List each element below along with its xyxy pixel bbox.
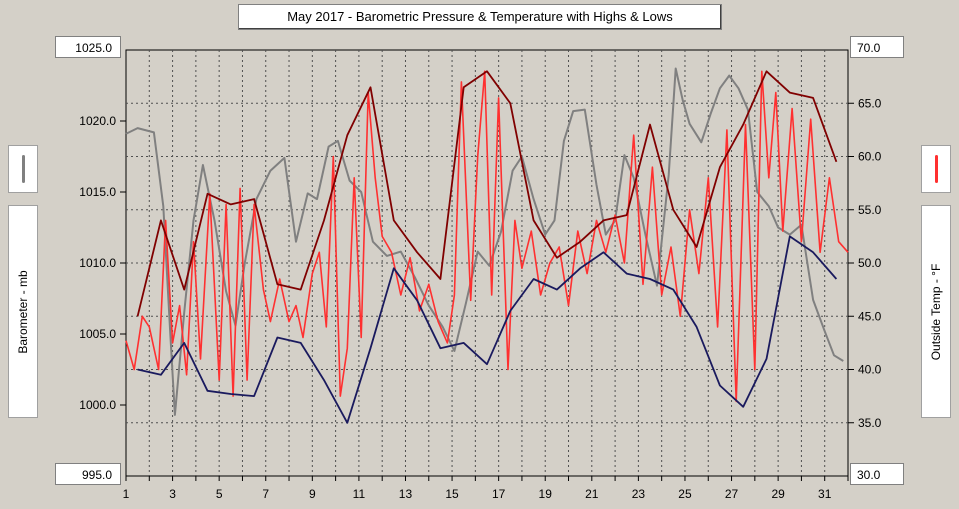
x-axis-tick-label: 1 — [123, 487, 130, 501]
right-axis-bottom-value: 30.0 — [850, 463, 904, 485]
barometer-axis-label-box: Barometer - mb — [8, 205, 38, 418]
temperature-legend-swatch — [921, 145, 951, 193]
series-lines — [125, 67, 849, 424]
left-axis-tick-label: 1020.0 — [79, 114, 116, 128]
x-axis-tick-label: 9 — [309, 487, 316, 501]
axis-ticks: 1000.0 1005.0 1010.0 1015.0 1020.0 35.0 40.0 45… — [79, 96, 881, 501]
right-axis-tick-label: 55.0 — [858, 203, 882, 217]
right-axis-top-value: 70.0 — [850, 36, 904, 58]
x-axis-tick-label: 17 — [492, 487, 506, 501]
right-axis-tick-label: 60.0 — [858, 150, 882, 164]
barometer-legend-swatch — [8, 145, 38, 193]
x-axis-tick-label: 23 — [632, 487, 646, 501]
barometer-series-line — [125, 67, 844, 416]
temp-highs-series-line — [136, 70, 838, 317]
right-axis-tick-label: 45.0 — [858, 309, 882, 323]
x-axis-tick-label: 15 — [445, 487, 459, 501]
x-axis-tick-label: 29 — [771, 487, 785, 501]
temperature-series-line — [125, 70, 849, 403]
temperature-line-icon — [935, 155, 938, 183]
right-axis-tick-label: 40.0 — [858, 363, 882, 377]
x-axis-tick-label: 21 — [585, 487, 599, 501]
left-axis-tick-label: 1000.0 — [79, 398, 116, 412]
right-axis-tick-label: 50.0 — [858, 256, 882, 270]
x-axis-tick-label: 27 — [725, 487, 739, 501]
x-axis-tick-label: 19 — [539, 487, 553, 501]
x-axis-tick-label: 11 — [353, 487, 366, 501]
x-axis-tick-label: 31 — [818, 487, 832, 501]
left-axis-top-value: 1025.0 — [55, 36, 121, 58]
x-axis-tick-label: 5 — [216, 487, 223, 501]
chart-title: May 2017 - Barometric Pressure & Tempera… — [238, 4, 722, 30]
left-axis-bottom-value: 995.0 — [55, 463, 121, 485]
temp-lows-series-line — [137, 235, 838, 424]
x-axis-tick-label: 3 — [169, 487, 176, 501]
x-axis-tick-label: 25 — [678, 487, 692, 501]
left-axis-tick-label: 1015.0 — [79, 185, 116, 199]
left-axis-tick-label: 1010.0 — [79, 256, 116, 270]
x-axis-tick-label: 13 — [399, 487, 413, 501]
barometer-line-icon — [22, 155, 25, 183]
right-axis-tick-label: 65.0 — [858, 96, 882, 110]
left-axis-tick-label: 1005.0 — [79, 327, 116, 341]
right-axis-tick-label: 35.0 — [858, 416, 882, 430]
temperature-axis-label-box: Outside Temp - °F — [921, 205, 951, 418]
x-axis-tick-label: 7 — [262, 487, 269, 501]
